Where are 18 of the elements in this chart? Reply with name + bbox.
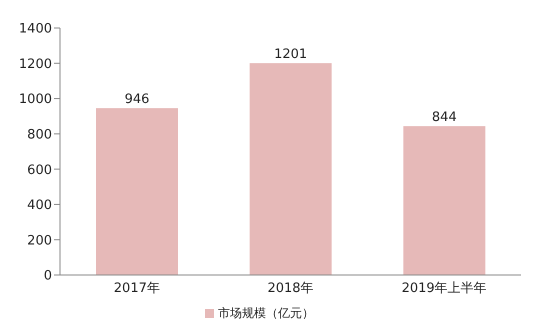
bar <box>96 108 178 275</box>
y-tick-label: 800 <box>27 127 52 142</box>
data-label: 844 <box>432 110 457 126</box>
x-tick-label: 2017年 <box>114 281 160 296</box>
y-tick-label: 0 <box>44 268 52 284</box>
y-tick-label: 400 <box>27 198 52 214</box>
y-tick-label: 200 <box>27 233 52 248</box>
data-label: 1201 <box>274 47 308 62</box>
bar <box>250 63 332 275</box>
legend-label: 市场规模（亿元） <box>218 306 314 320</box>
y-tick-label: 600 <box>27 162 52 178</box>
y-tick-label: 1400 <box>18 22 52 37</box>
x-tick-label: 2019年上半年 <box>402 281 487 296</box>
y-tick-label: 1200 <box>18 56 52 72</box>
bar <box>403 126 486 275</box>
x-tick-label: 2018年 <box>267 281 314 296</box>
y-tick-label: 1000 <box>18 92 52 108</box>
data-label: 946 <box>124 92 150 108</box>
